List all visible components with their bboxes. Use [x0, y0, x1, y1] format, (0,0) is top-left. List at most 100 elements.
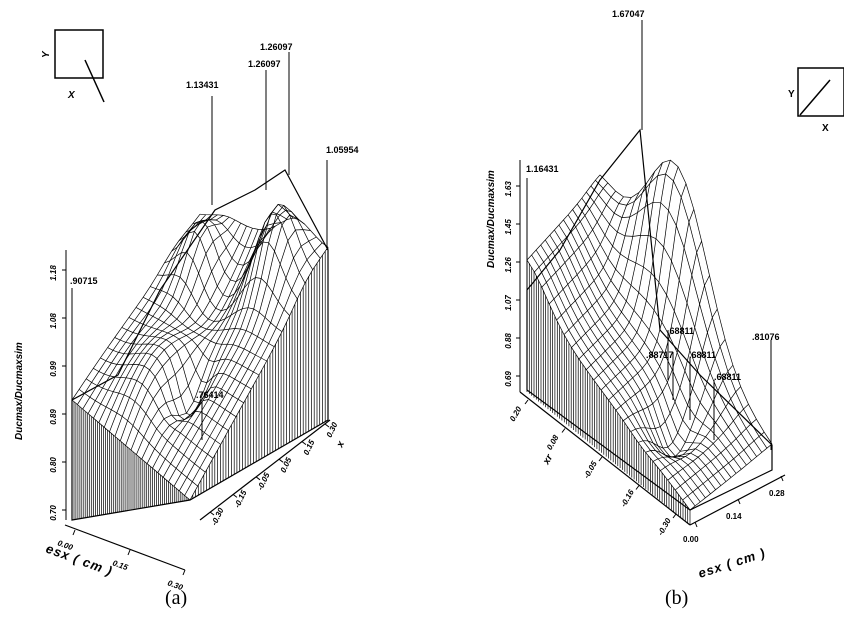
mesh-line-b-v11: [608, 183, 687, 401]
orientation-box-b: [797, 67, 844, 117]
mesh-line-b-v10: [600, 166, 679, 391]
surface-walls-a: [71, 247, 329, 520]
y-tick-a-5: [324, 423, 330, 428]
x-tick-label-b-2: 0.28: [769, 489, 785, 498]
mesh-line-a-v10: [125, 229, 259, 446]
x-tick-a-2: [182, 569, 186, 576]
orientation-x-label-b: X: [822, 123, 829, 134]
y-tick-b-4: [672, 513, 677, 519]
mesh-line-b-v7: [578, 171, 656, 360]
mesh-line-a-u12: [157, 274, 283, 332]
mesh-line-b-v20: [674, 418, 757, 491]
z-axis-label-b: Ducmax/Ducmaxsim: [486, 170, 497, 268]
mesh-line-b-v16: [645, 339, 726, 458]
panel-label-b: (b): [665, 587, 688, 609]
mesh-line-a-v6: [103, 219, 236, 428]
mesh-line-b-u5: [549, 234, 716, 490]
x-tick-a-1: [127, 549, 131, 556]
orientation-x-label-a: X: [67, 90, 76, 101]
annotation-a-3: 1.13431: [186, 80, 219, 90]
mesh-line-a-u1: [78, 389, 198, 487]
z-tick-label-b-5: 1.63: [504, 181, 513, 197]
mesh-line-b-u1: [531, 254, 696, 507]
y-tick-a-4: [301, 441, 307, 446]
z-axis-a: 0.70 0.80 0.89 0.99 1.08 1.18: [49, 250, 67, 521]
x-tick-b-2: [780, 475, 784, 482]
mesh-line-b-v0: [526, 174, 601, 261]
panel-label-a: (a): [165, 587, 187, 609]
orientation-box-a: [54, 29, 104, 79]
z-tick-label-b-2: 1.07: [504, 295, 513, 311]
mesh-line-b-v18: [660, 386, 741, 471]
orientation-y-label-b: Y: [788, 89, 795, 100]
mesh-line-a-v19: [173, 229, 311, 487]
surface-outline-a: [71, 169, 329, 521]
mesh-line-b-v14: [630, 275, 710, 432]
mesh-line-a-v5: [98, 216, 230, 423]
mesh-line-b-u11: [576, 203, 747, 466]
y-tick-label-a-5: 0.30: [325, 420, 340, 438]
mesh-line-b-v17: [652, 364, 734, 462]
annotation-b-3: .68811: [667, 326, 694, 336]
y-axis-label-b: xr: [541, 452, 556, 468]
annotation-a-5: .90715: [70, 276, 98, 286]
mesh-line-a-u9: [135, 307, 260, 376]
mesh-line-b-u0: [526, 259, 691, 511]
annotation-a-6: .76414: [196, 390, 224, 400]
z-tick-label-b-3: 1.26: [504, 257, 513, 273]
mesh-line-a-v11: [130, 229, 265, 451]
mesh-line-a-u2: [86, 378, 206, 473]
mesh-line-a-v12: [136, 228, 271, 455]
mesh-line-b-v15: [637, 308, 718, 449]
annotation-b-2: 1.16431: [526, 164, 559, 174]
y-tick-label-b-2: -0.05: [582, 459, 599, 480]
annotation-b-4: .68811: [689, 350, 716, 360]
x-axis-ticks-b: 0.00 0.14 0.28: [683, 475, 785, 544]
z-tick-label-a-5: 1.18: [49, 265, 58, 281]
mesh-line-a-v7: [109, 222, 242, 432]
mesh-line-a-v9: [119, 228, 253, 442]
mesh-line-b-v13: [623, 241, 702, 421]
x-tick-b-1: [737, 498, 741, 505]
mesh-line-a-v8: [114, 225, 247, 437]
y-tick-a-1: [232, 493, 238, 498]
z-tick-label-a-0: 0.70: [49, 505, 58, 521]
mesh-line-a-u14: [171, 230, 298, 300]
y-tick-label-b-0: 0.20: [508, 405, 524, 423]
annotation-a-2: 1.26097: [248, 59, 281, 69]
mesh-line-a-u13: [164, 252, 290, 316]
y-tick-label-a-0: -0.30: [210, 506, 226, 527]
y-tick-a-0: [209, 511, 215, 516]
mesh-line-b-v9: [593, 159, 671, 381]
panel-b: Y X 1.67047 1.16431 .68811 .68811 .68811…: [486, 9, 844, 609]
z-tick-label-a-2: 0.89: [49, 409, 58, 425]
y-axis-line-a: [199, 419, 331, 521]
y-tick-a-3: [278, 458, 284, 463]
z-tick-label-b-1: 0.88: [504, 333, 513, 349]
z-tick-label-b-4: 1.45: [504, 219, 513, 235]
orientation-y-label-a: Y: [41, 50, 52, 58]
surface-mesh-b: [526, 159, 773, 511]
annotation-b-7: .88717: [646, 350, 674, 360]
x-tick-label-b-1: 0.14: [726, 512, 742, 521]
x-tick-a-0: [72, 529, 76, 536]
mesh-line-a-v14: [146, 222, 282, 464]
y-tick-b-2: [598, 456, 603, 462]
annotation-b-6: .81076: [752, 332, 780, 342]
y-tick-label-a-1: -0.15: [233, 488, 249, 509]
mesh-line-b-u2: [535, 249, 701, 503]
annotation-b-1: 1.67047: [612, 9, 645, 19]
z-axis-label-a: Ducmax/Ducmaxsim: [14, 342, 25, 440]
mesh-line-b-v12: [615, 209, 695, 411]
mesh-line-b-v5: [563, 192, 640, 335]
mesh-line-b-v4: [556, 197, 632, 321]
mesh-line-a-v15: [152, 211, 288, 469]
mesh-line-b-v1: [534, 182, 609, 273]
z-tick-label-b-0: 0.69: [504, 371, 513, 387]
x-axis-line-a: [64, 524, 186, 571]
y-tick-label-a-2: -0.05: [256, 471, 272, 492]
orientation-arrow-a: [84, 59, 105, 103]
y-tick-label-b-4: -0.30: [656, 516, 673, 537]
y-axis-ticks-a: -0.30-0.15-0.050.050.150.30: [210, 420, 340, 526]
